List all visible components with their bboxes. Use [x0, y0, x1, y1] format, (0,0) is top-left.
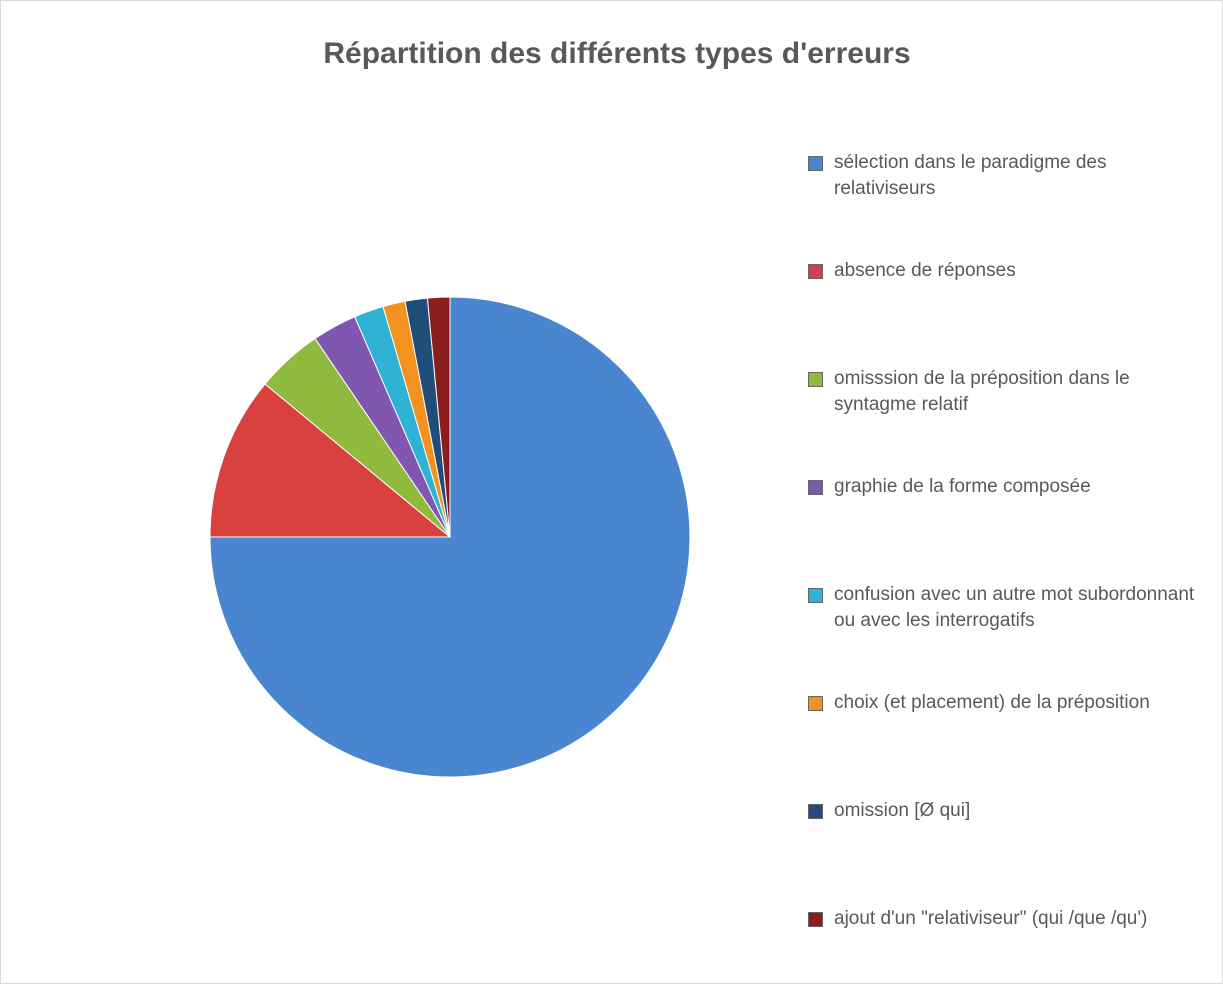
legend-entry: omisssion de la préposition dans le synt…	[808, 366, 1213, 418]
legend-swatch	[808, 372, 823, 387]
chart-title: Répartition des différents types d'erreu…	[323, 37, 910, 70]
legend-entry: sélection dans le paradigme des relativi…	[808, 150, 1213, 202]
legend-swatch	[808, 804, 823, 819]
legend-entry: absence de réponses	[808, 258, 1213, 284]
legend-swatch	[808, 912, 823, 927]
legend-label: omission [Ø qui]	[834, 800, 971, 821]
legend-entry: ajout d'un "relativiseur" (qui /que /qu'…	[808, 906, 1213, 932]
legend-entry: omission [Ø qui]	[808, 798, 1213, 824]
legend-entry: graphie de la forme composée	[808, 474, 1213, 500]
legend-label: ajout d'un "relativiseur" (qui /que /qu'…	[834, 908, 1148, 929]
pie	[209, 296, 691, 778]
legend-label: choix (et placement) de la préposition	[834, 692, 1150, 713]
legend-label: graphie de la forme composée	[834, 476, 1091, 497]
legend-entry: choix (et placement) de la préposition	[808, 690, 1213, 716]
pie-slice	[426, 296, 451, 538]
legend-label: absence de réponses	[834, 260, 1016, 281]
pie-slice	[209, 383, 452, 538]
legend-swatch	[808, 696, 823, 711]
legend-swatch	[808, 264, 823, 279]
legend-label: sélection dans le paradigme des relativi…	[834, 152, 1107, 199]
pie-slice	[209, 296, 691, 778]
legend-swatch	[808, 588, 823, 603]
legend-label: omisssion de la préposition dans le synt…	[834, 368, 1130, 415]
legend-swatch	[808, 480, 823, 495]
legend-entry: confusion avec un autre mot subordonnant…	[808, 582, 1213, 634]
legend-swatch	[808, 156, 823, 171]
legend-label: confusion avec un autre mot subordonnant…	[834, 584, 1195, 631]
